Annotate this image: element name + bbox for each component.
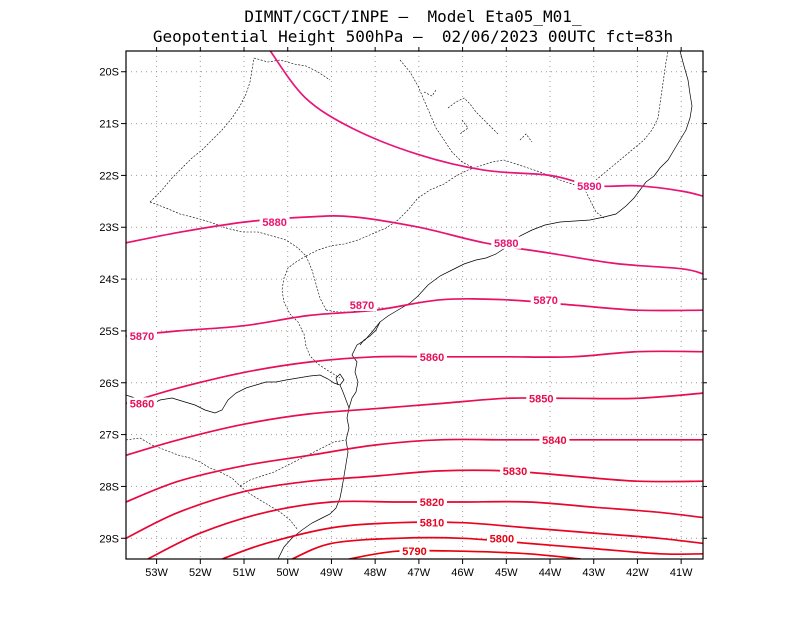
contour-label: 5870 bbox=[350, 300, 374, 312]
contour-label: 5860 bbox=[420, 352, 444, 364]
coastline-north bbox=[348, 51, 693, 409]
contour-label-layer: 5890 5880 5880 5870 5870 5870 5860 5860 5850 5840… bbox=[127, 179, 605, 558]
contour-5790 bbox=[348, 549, 581, 559]
title-line-1: DIMNT/CGCT/INPE – Model Eta05_M01_ bbox=[244, 7, 582, 26]
state-border-11 bbox=[239, 439, 347, 487]
contour-5870 bbox=[126, 297, 703, 337]
contour-5840 bbox=[126, 438, 703, 503]
coast-inlet-1 bbox=[359, 321, 381, 346]
contour-5890 bbox=[269, 51, 703, 197]
contour-label-bg-5870-0 bbox=[127, 330, 157, 343]
y-tick-label: 22S bbox=[99, 170, 119, 182]
state-border-1 bbox=[126, 437, 299, 531]
contour-label: 5820 bbox=[420, 497, 444, 509]
contour-label-bg-5800-0 bbox=[486, 532, 517, 545]
y-tick-label: 29S bbox=[99, 533, 119, 545]
contour-label: 5810 bbox=[420, 518, 444, 530]
contour-label-bg-5890-0 bbox=[574, 179, 605, 192]
contour-label: 5890 bbox=[577, 181, 601, 193]
x-tick-label: 53W bbox=[145, 567, 168, 579]
contour-label: 5830 bbox=[503, 466, 527, 478]
state-border-6 bbox=[305, 159, 585, 257]
y-tick-label: 21S bbox=[99, 119, 119, 131]
contour-label-bg-5850-0 bbox=[526, 392, 557, 405]
x-tick-label: 42W bbox=[626, 567, 649, 579]
x-tick-label: 49W bbox=[320, 567, 343, 579]
state-border-4 bbox=[149, 201, 327, 311]
contour-5830 bbox=[126, 469, 703, 540]
coast-inlet-2 bbox=[335, 373, 345, 386]
state-border-10 bbox=[281, 255, 341, 379]
contour-label: 5850 bbox=[529, 393, 553, 405]
borders-layer bbox=[126, 51, 669, 531]
plot-frame bbox=[125, 50, 704, 560]
contour-layer bbox=[126, 51, 703, 559]
contour-label-bg-5820-0 bbox=[416, 495, 447, 508]
contour-label: 5880 bbox=[262, 217, 286, 229]
x-tick-label: 50W bbox=[276, 567, 299, 579]
lat-lon-grid bbox=[126, 51, 703, 559]
contour-label: 5860 bbox=[130, 398, 154, 410]
state-border-2 bbox=[149, 57, 255, 203]
contour-label-bg-5830-0 bbox=[500, 464, 531, 477]
y-tick-label: 27S bbox=[99, 430, 119, 442]
contour-label-bg-5790-0 bbox=[399, 545, 430, 558]
contour-5850 bbox=[126, 392, 703, 457]
x-tick-label: 52W bbox=[189, 567, 212, 579]
state-border-7 bbox=[399, 59, 475, 169]
y-tick-label: 26S bbox=[99, 378, 119, 390]
contour-label-bg-5860-1 bbox=[416, 350, 447, 363]
x-tick-label: 45W bbox=[495, 567, 518, 579]
contour-label-bg-5870-2 bbox=[530, 293, 561, 306]
contour-label: 5870 bbox=[533, 295, 557, 307]
contour-label-bg-5810-0 bbox=[416, 516, 447, 529]
y-tick-label: 20S bbox=[99, 67, 119, 79]
x-tick-label: 51W bbox=[233, 567, 256, 579]
contour-5810 bbox=[221, 521, 703, 559]
y-tick-label: 28S bbox=[99, 481, 119, 493]
river-reservoir bbox=[423, 89, 533, 143]
contour-label: 5840 bbox=[542, 435, 566, 447]
contour-label-bg-5840-0 bbox=[539, 433, 570, 446]
contour-label: 5790 bbox=[402, 546, 426, 558]
axis-ticks: 53W 52W 51W 50W 49W 48W 47W 46W 45W 44W 43W 42W 41W 2… bbox=[99, 47, 707, 579]
contour-label-bg-5880-1 bbox=[491, 236, 522, 249]
state-border-3 bbox=[253, 57, 331, 81]
contour-label: 5870 bbox=[130, 331, 154, 343]
x-tick-label: 44W bbox=[539, 567, 562, 579]
coastline bbox=[126, 374, 350, 559]
y-tick-label: 25S bbox=[99, 326, 119, 338]
contour-label: 5800 bbox=[490, 533, 514, 545]
x-tick-label: 48W bbox=[364, 567, 387, 579]
state-border-9 bbox=[583, 187, 605, 219]
y-tick-label: 23S bbox=[99, 222, 119, 234]
title-line-2: Geopotential Height 500hPa – 02/06/2023 … bbox=[153, 27, 673, 46]
y-tick-label: 24S bbox=[99, 274, 119, 286]
contour-label-bg-5860-0 bbox=[127, 397, 157, 410]
x-tick-label: 43W bbox=[582, 567, 605, 579]
contour-5880 bbox=[126, 215, 703, 275]
contour-label-bg-5870-1 bbox=[347, 299, 378, 311]
contour-label: 5880 bbox=[494, 238, 518, 250]
x-tick-label: 41W bbox=[670, 567, 693, 579]
x-tick-label: 47W bbox=[408, 567, 431, 579]
contour-5860 bbox=[126, 350, 703, 405]
x-tick-label: 46W bbox=[451, 567, 474, 579]
contour-label-bg-5880-0 bbox=[259, 216, 290, 229]
